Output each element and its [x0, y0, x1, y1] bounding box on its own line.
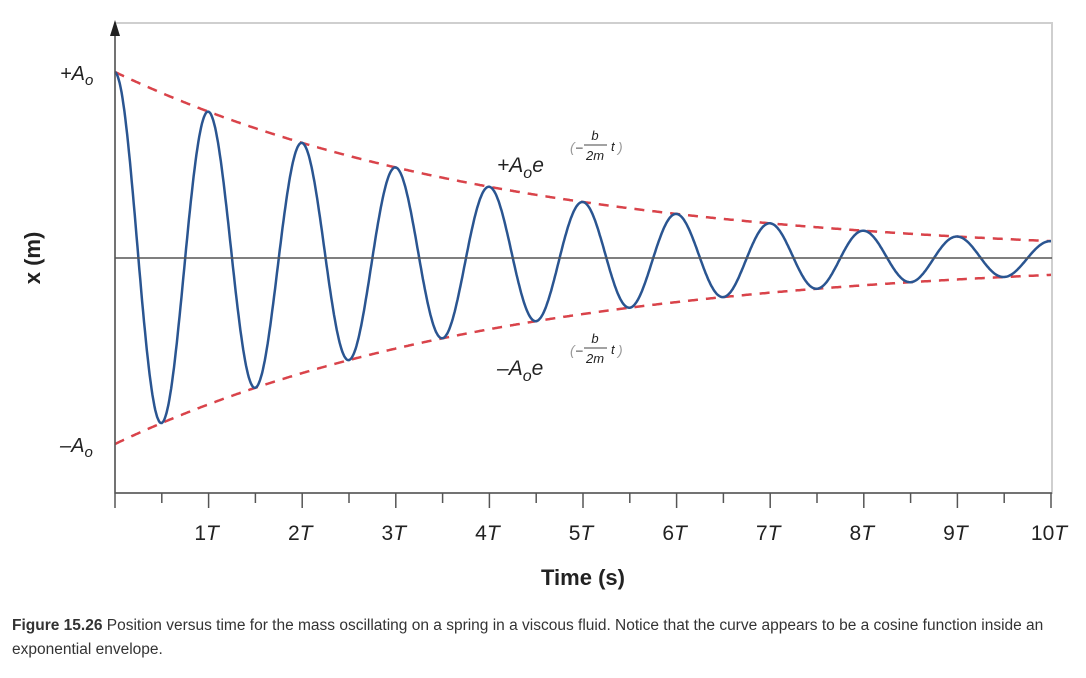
y-axis-arrow-icon: [110, 20, 120, 36]
y-tick-top: +Ao: [60, 63, 93, 89]
svg-text:b: b: [591, 128, 598, 143]
svg-text:2m: 2m: [585, 148, 604, 163]
lower-envelope-label: –Aoe ( – b 2m t ): [496, 331, 623, 385]
x-tick-label: 4T: [475, 522, 502, 545]
svg-text:t: t: [611, 342, 616, 357]
y-axis-label: x (m): [20, 232, 45, 285]
x-tick-label: 3T: [382, 522, 409, 545]
x-tick-label: 9T: [943, 522, 970, 545]
svg-text:t: t: [611, 139, 616, 154]
figure-caption: Figure 15.26 Position versus time for th…: [12, 614, 1082, 662]
svg-text:(: (: [570, 342, 576, 358]
svg-text:): ): [616, 139, 623, 155]
svg-text:): ): [616, 342, 623, 358]
svg-text:–: –: [576, 140, 583, 154]
x-tick-label: 8T: [850, 522, 877, 545]
caption-text: Position versus time for the mass oscill…: [12, 617, 1044, 658]
svg-text:–: –: [576, 343, 583, 357]
svg-text:b: b: [591, 331, 598, 346]
y-tick-bottom: –Ao: [59, 435, 93, 461]
x-tick-label: 6T: [662, 522, 689, 545]
upper-envelope-line: [114, 70, 1051, 243]
x-tick-label: 10T: [1031, 522, 1069, 545]
damped-oscillation-chart: 1T 2T 3T 4T 5T 6T 7T 8T 9T 10T +Ao –Ao x (m) Time…: [20, 20, 1069, 590]
svg-text:(: (: [570, 139, 576, 155]
svg-text:2m: 2m: [585, 351, 604, 366]
lower-envelope-line: [114, 273, 1051, 446]
oscillation-curve: [114, 71, 1051, 425]
caption-label: Figure 15.26: [12, 617, 103, 634]
svg-text:–Aoe: –Aoe: [496, 357, 543, 385]
x-tick-label: 2T: [288, 522, 315, 545]
x-tick-label: 7T: [756, 522, 783, 545]
svg-text:+Aoe: +Aoe: [497, 154, 544, 182]
x-tick-label: 1T: [194, 522, 221, 545]
x-tick-label: 5T: [569, 522, 596, 545]
x-axis-label: Time (s): [541, 565, 625, 590]
upper-envelope-label: +Aoe ( – b 2m t ): [497, 128, 623, 182]
